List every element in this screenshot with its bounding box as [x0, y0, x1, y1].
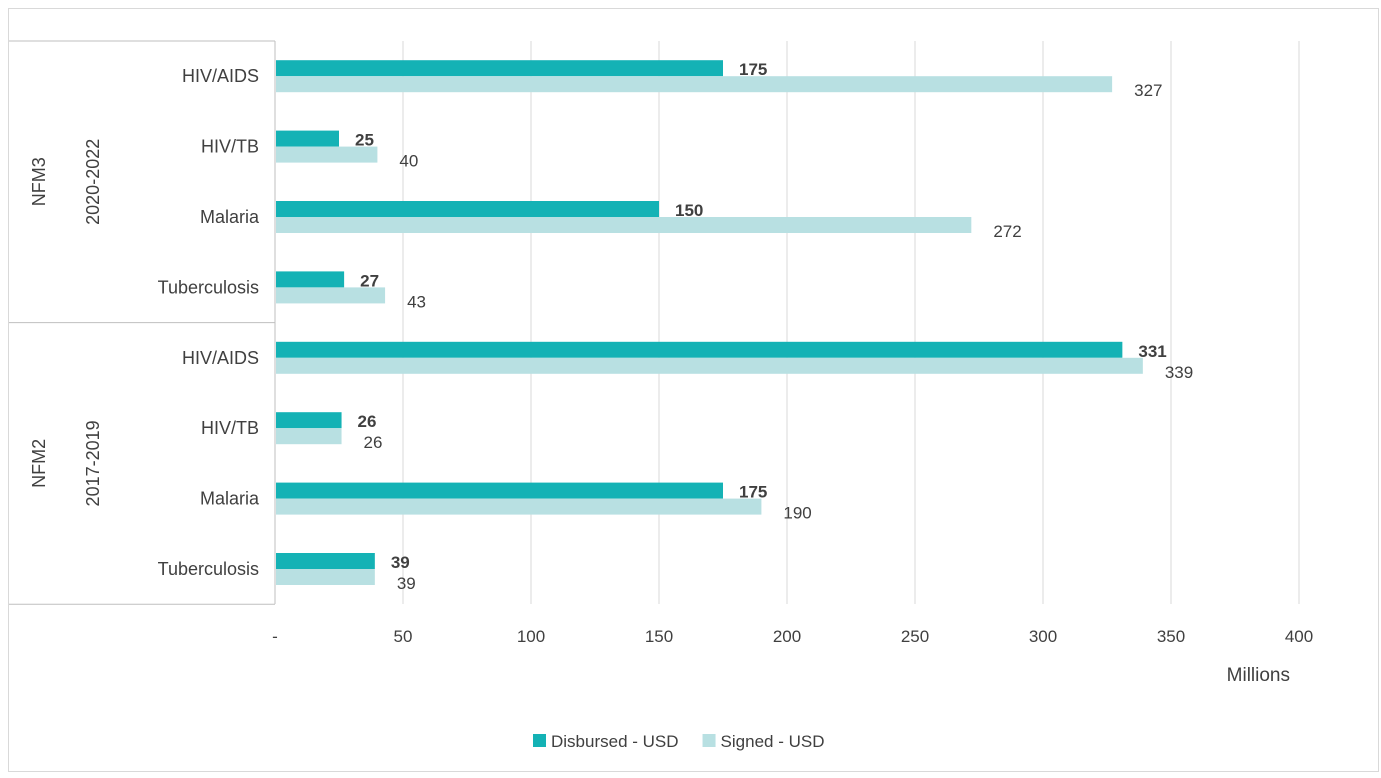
bar-chart: NFM3 2020-2022 HIV/AIDS HIV/TB Malaria Tuberc…	[9, 40, 1313, 751]
x-tick-label: 50	[394, 627, 413, 646]
group-name: NFM3	[29, 157, 49, 206]
bar-disbursed	[276, 271, 345, 288]
bar-signed	[276, 428, 342, 445]
data-label-disbursed: 331	[1138, 342, 1166, 361]
group-name: NFM2	[29, 439, 49, 488]
x-axis-ticks: - 50 100 150 200 250 300 350 400	[272, 627, 1313, 646]
bar-disbursed	[276, 553, 375, 569]
legend-label: Signed - USD	[721, 732, 825, 751]
data-label-signed: 190	[783, 504, 811, 523]
data-label-signed: 327	[1134, 81, 1162, 100]
data-label-disbursed: 39	[391, 553, 410, 572]
data-label-disbursed: 175	[739, 483, 767, 502]
legend: Disbursed - USD Signed - USD	[533, 732, 824, 751]
data-label-signed: 43	[407, 292, 426, 311]
x-tick-label: 100	[517, 627, 545, 646]
category-label: Malaria	[200, 207, 260, 227]
bar-disbursed	[276, 482, 723, 499]
bar-signed	[276, 498, 762, 515]
bar-signed	[276, 76, 1113, 93]
bar-signed	[276, 217, 972, 233]
bar-disbursed	[276, 130, 339, 147]
category-label: Tuberculosis	[158, 277, 259, 297]
category-label: HIV/TB	[201, 418, 259, 438]
category-axis: NFM3 2020-2022 HIV/AIDS HIV/TB Malaria Tuberc…	[9, 40, 276, 605]
category-label: Malaria	[200, 489, 260, 509]
unit-label: Millions	[1227, 665, 1290, 686]
data-label-disbursed: 25	[355, 131, 374, 150]
data-label-signed: 39	[397, 574, 416, 593]
legend-swatch	[533, 734, 546, 747]
x-tick-label: 400	[1285, 627, 1313, 646]
x-tick-label: 150	[645, 627, 673, 646]
x-tick-label: 250	[901, 627, 929, 646]
category-label: HIV/AIDS	[182, 66, 259, 86]
category-label: HIV/AIDS	[182, 348, 259, 368]
data-label-signed: 339	[1165, 363, 1193, 382]
data-label-disbursed: 27	[360, 271, 379, 290]
data-label-disbursed: 26	[358, 412, 377, 431]
bar-signed	[276, 146, 378, 163]
data-label-signed: 40	[399, 152, 418, 171]
x-tick-label: 200	[773, 627, 801, 646]
bar-signed	[276, 287, 386, 304]
bar-disbursed	[276, 341, 1123, 358]
chart-frame: NFM3 2020-2022 HIV/AIDS HIV/TB Malaria Tuberc…	[8, 8, 1379, 772]
legend-label: Disbursed - USD	[551, 732, 679, 751]
gridlines	[402, 41, 1300, 604]
legend-swatch	[702, 734, 716, 747]
data-labels: 175 327 25 40 150 272 27 43 331 339 26 26 175 190 39 39	[355, 60, 1193, 593]
bars	[276, 60, 1143, 585]
category-label: HIV/TB	[201, 137, 259, 157]
bar-disbursed	[276, 412, 342, 429]
x-tick-label: 350	[1157, 627, 1185, 646]
data-label-signed: 26	[364, 433, 383, 452]
bar-signed	[276, 357, 1143, 374]
category-label: Tuberculosis	[158, 559, 259, 579]
data-label-disbursed: 150	[675, 201, 703, 220]
x-tick-label: -	[272, 627, 278, 646]
bar-disbursed	[276, 201, 659, 217]
data-label-disbursed: 175	[739, 60, 767, 79]
group-period: 2017-2019	[83, 420, 103, 506]
bar-disbursed	[276, 60, 723, 77]
data-label-signed: 272	[993, 222, 1021, 241]
bar-signed	[276, 569, 375, 585]
group-period: 2020-2022	[83, 139, 103, 225]
x-tick-label: 300	[1029, 627, 1057, 646]
